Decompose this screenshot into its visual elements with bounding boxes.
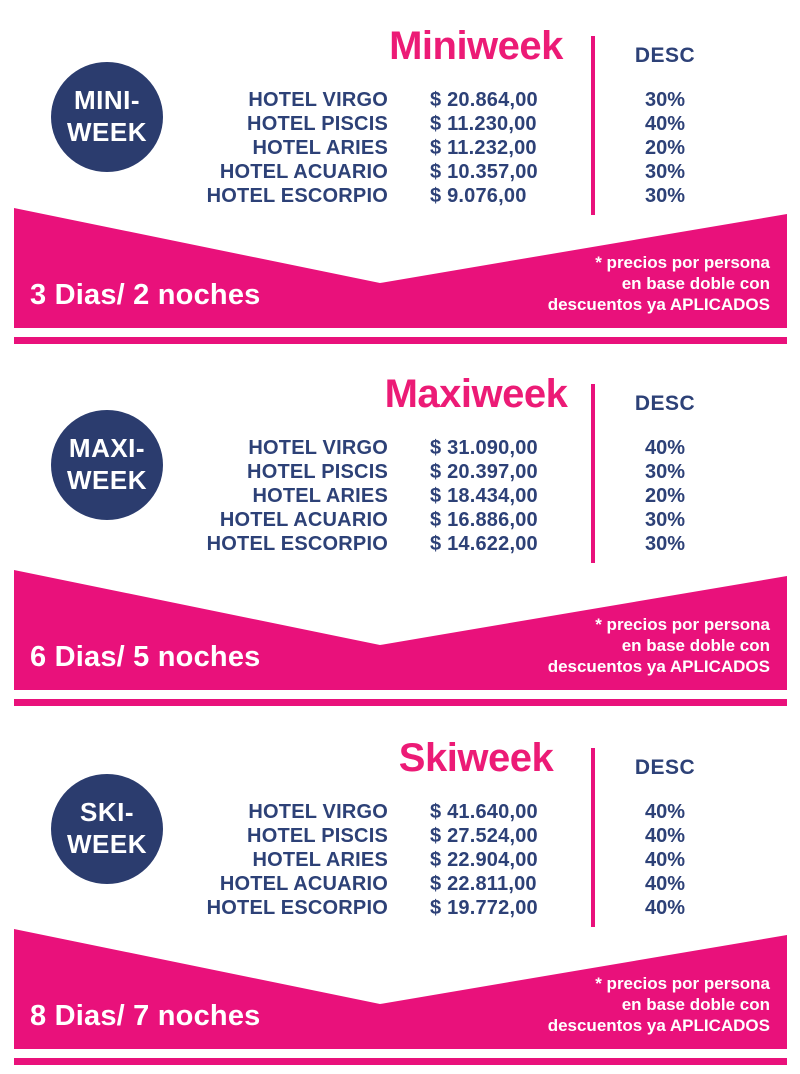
hotel-name: HOTEL ESCORPIO	[206, 897, 388, 919]
discount-value: 40%	[644, 825, 686, 847]
hotel-price: $ 20.397,00	[430, 461, 538, 483]
column-divider	[591, 384, 595, 563]
pricing-note-line: en base doble con	[621, 274, 770, 293]
hotel-name: HOTEL PISCIS	[247, 461, 388, 483]
duration-label: 6 Dias/ 5 noches	[30, 641, 261, 673]
badge-line: WEEK	[67, 465, 147, 495]
hotel-name: HOTEL VIRGO	[248, 437, 388, 459]
hotel-price: $ 22.904,00	[430, 849, 538, 871]
discount-value: 40%	[644, 873, 686, 895]
duration-label: 3 Dias/ 2 noches	[30, 279, 261, 311]
accent-strip	[14, 1058, 787, 1065]
hotel-name: HOTEL ACUARIO	[219, 509, 388, 531]
pricing-note-line: descuentos ya APLICADOS	[547, 295, 770, 314]
hotel-price: $ 16.886,00	[430, 509, 538, 531]
hotel-name: HOTEL VIRGO	[248, 801, 388, 823]
promo-banner: 6 Dias/ 5 noches * precios por persona e…	[14, 570, 787, 690]
hotel-name: HOTEL ACUARIO	[219, 873, 388, 895]
discount-value: 40%	[644, 437, 686, 459]
hotel-name: HOTEL ESCORPIO	[206, 533, 388, 555]
discount-value: 20%	[644, 485, 686, 507]
column-divider	[591, 36, 595, 215]
hotel-name: HOTEL ACUARIO	[219, 161, 388, 183]
section-title: Skiweek	[398, 736, 554, 780]
discount-value: 30%	[644, 509, 686, 531]
hotel-price: $ 19.772,00	[430, 897, 538, 919]
skiweek-badge: SKI- WEEK	[51, 774, 163, 884]
promo-banner: 8 Dias/ 7 noches * precios por persona e…	[14, 929, 787, 1049]
column-divider	[591, 748, 595, 927]
miniweek-badge: MINI- WEEK	[51, 62, 163, 172]
desc-column-header: DESC	[634, 44, 696, 67]
hotel-price: $ 18.434,00	[430, 485, 538, 507]
pricing-note: * precios por persona en base doble con …	[548, 252, 770, 315]
pricing-note-line: * precios por persona	[595, 253, 770, 272]
badge-line: MINI-	[73, 85, 141, 116]
accent-strip	[14, 337, 787, 344]
pricing-note-line: descuentos ya APLICADOS	[547, 657, 770, 676]
pricing-note: * precios por persona en base doble con …	[548, 614, 770, 677]
hotel-name: HOTEL PISCIS	[247, 113, 388, 135]
hotel-price: $ 31.090,00	[430, 437, 538, 459]
hotel-price: $ 22.811,00	[430, 873, 537, 895]
hotel-name: HOTEL ARIES	[252, 137, 388, 159]
section-title: Miniweek	[389, 24, 563, 68]
hotel-price: $ 10.357,00	[430, 161, 538, 183]
hotel-price: $ 41.640,00	[430, 801, 538, 823]
hotel-name: HOTEL VIRGO	[248, 89, 388, 111]
hotel-price: $ 14.622,00	[430, 533, 538, 555]
desc-column-header: DESC	[634, 756, 696, 779]
pricing-note-line: en base doble con	[621, 995, 770, 1014]
hotel-name: HOTEL ARIES	[252, 849, 388, 871]
hotel-name: HOTEL PISCIS	[247, 825, 388, 847]
maxiweek-badge: MAXI- WEEK	[51, 410, 163, 520]
pricing-note-line: en base doble con	[621, 636, 770, 655]
badge-line: WEEK	[67, 829, 147, 859]
hotel-price: $ 27.524,00	[430, 825, 538, 847]
hotel-name: HOTEL ESCORPIO	[206, 185, 388, 207]
discount-value: 40%	[644, 897, 686, 919]
pricing-note-line: * precios por persona	[595, 615, 770, 634]
hotel-price: $ 9.076,00	[430, 185, 527, 207]
discount-value: 30%	[644, 161, 686, 183]
hotel-name: HOTEL ARIES	[252, 485, 388, 507]
hotel-price: $ 20.864,00	[430, 89, 538, 111]
hotel-price: $ 11.232,00	[430, 137, 537, 159]
accent-strip	[14, 699, 787, 706]
badge-line: WEEK	[67, 117, 147, 147]
discount-value: 30%	[644, 461, 686, 483]
badge-line: MAXI-	[68, 433, 146, 464]
discount-value: 30%	[644, 533, 686, 555]
pricing-note-line: descuentos ya APLICADOS	[547, 1016, 770, 1035]
discount-value: 30%	[644, 89, 686, 111]
hotel-price: $ 11.230,00	[430, 113, 537, 135]
discount-value: 20%	[644, 137, 686, 159]
duration-label: 8 Dias/ 7 noches	[30, 1000, 261, 1032]
promo-banner: 3 Dias/ 2 noches * precios por persona e…	[14, 208, 787, 328]
discount-value: 40%	[644, 801, 686, 823]
discount-value: 30%	[644, 185, 686, 207]
pricing-note: * precios por persona en base doble con …	[548, 973, 770, 1036]
desc-column-header: DESC	[634, 392, 696, 415]
badge-line: SKI-	[80, 797, 134, 828]
discount-value: 40%	[644, 113, 686, 135]
section-title: Maxiweek	[384, 372, 568, 416]
discount-value: 40%	[644, 849, 686, 871]
pricing-note-line: * precios por persona	[595, 974, 770, 993]
